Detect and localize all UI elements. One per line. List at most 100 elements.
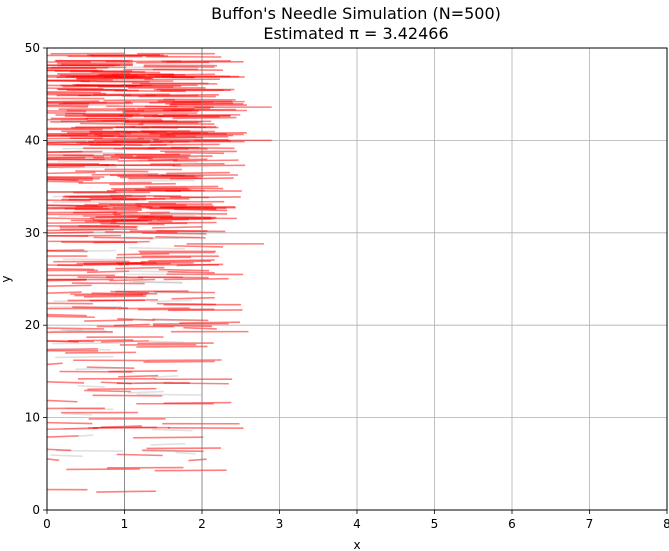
needle-non-crossing xyxy=(151,428,193,432)
needle-crossing xyxy=(92,394,163,397)
needle-crossing xyxy=(103,99,176,102)
needle-non-crossing xyxy=(127,179,195,182)
needle-crossing xyxy=(179,321,240,324)
needle-non-crossing xyxy=(141,448,181,452)
y-tick-label: 20 xyxy=(25,318,40,332)
needle-crossing xyxy=(163,277,229,281)
needle-crossing xyxy=(46,142,80,146)
needle-crossing xyxy=(113,214,173,217)
needle-non-crossing xyxy=(58,214,115,218)
needle-non-crossing xyxy=(128,281,183,284)
x-tick-label: 1 xyxy=(121,517,129,531)
needle-crossing xyxy=(119,156,190,160)
y-tick-label: 10 xyxy=(25,411,40,425)
needle-non-crossing xyxy=(55,355,114,359)
needle-crossing xyxy=(143,65,215,68)
needle-crossing xyxy=(163,98,236,101)
x-tick-label: 2 xyxy=(198,517,206,531)
needle-non-crossing xyxy=(62,412,92,416)
needle-non-crossing xyxy=(50,454,84,458)
needle-crossing xyxy=(115,266,165,270)
needle-crossing xyxy=(46,133,103,136)
x-tick-label: 4 xyxy=(353,517,361,531)
needle-crossing xyxy=(46,105,88,108)
needle-non-crossing xyxy=(146,340,185,344)
needle-crossing xyxy=(138,276,209,279)
needle-crossing xyxy=(72,84,142,87)
needle-crossing xyxy=(152,318,209,322)
needle-crossing xyxy=(79,143,143,146)
needle-crossing xyxy=(84,389,131,393)
needle-non-crossing xyxy=(53,104,119,107)
needle-crossing xyxy=(148,221,217,224)
needle-crossing xyxy=(133,436,204,439)
needle-crossing xyxy=(46,87,104,90)
needle-non-crossing xyxy=(133,280,183,284)
needle-crossing xyxy=(164,151,225,155)
needle-crossing xyxy=(172,116,237,120)
needle-non-crossing xyxy=(58,166,118,169)
needle-crossing xyxy=(46,100,100,103)
needle-non-crossing xyxy=(150,442,186,446)
needle-crossing xyxy=(176,263,224,267)
needle-crossing xyxy=(136,345,208,348)
needle-crossing xyxy=(93,236,153,240)
needle-crossing xyxy=(98,219,153,223)
needle-crossing xyxy=(87,387,157,391)
needle-crossing xyxy=(88,140,151,143)
needle-crossing xyxy=(46,176,94,180)
needle-crossing xyxy=(46,268,95,271)
needle-crossing xyxy=(166,171,230,175)
needle-crossing xyxy=(188,458,207,462)
needle-crossing xyxy=(100,222,165,226)
needle-crossing xyxy=(91,173,159,176)
x-tick-label: 5 xyxy=(431,517,439,531)
needle-non-crossing xyxy=(49,329,84,333)
needle-crossing xyxy=(165,102,234,105)
needle-crossing xyxy=(46,165,85,169)
needle-crossing xyxy=(142,449,204,453)
y-axis-ticks: 0 10 20 30 40 50 xyxy=(25,41,47,517)
needle-crossing xyxy=(137,136,203,140)
needle-crossing xyxy=(93,138,159,141)
y-tick-label: 50 xyxy=(25,41,40,55)
needle-crossing xyxy=(150,143,220,146)
parallel-lines xyxy=(124,48,203,510)
x-tick-label: 6 xyxy=(508,517,516,531)
needle-crossing xyxy=(77,276,144,279)
x-tick-label: 8 xyxy=(663,517,669,531)
needle-crossing xyxy=(117,252,170,256)
needle-crossing xyxy=(46,284,92,287)
needle-crossing xyxy=(46,231,94,234)
needle-crossing xyxy=(46,92,107,95)
needle-crossing xyxy=(110,290,150,294)
needle-crossing xyxy=(46,217,95,220)
needle-crossing xyxy=(84,319,133,322)
needle-non-crossing xyxy=(128,390,164,394)
needle-crossing xyxy=(71,126,136,129)
x-axis-label: x xyxy=(353,538,360,551)
needle-crossing xyxy=(112,211,170,215)
needle-crossing xyxy=(84,295,146,298)
needle-non-crossing xyxy=(61,329,107,332)
needle-non-crossing xyxy=(151,375,179,378)
needle-crossing xyxy=(116,453,163,457)
needle-crossing xyxy=(86,366,135,370)
needle-crossing xyxy=(46,156,86,160)
needle-crossing xyxy=(46,362,63,366)
needle-crossing xyxy=(146,207,217,210)
needle-crossing xyxy=(110,194,182,197)
needle-crossing xyxy=(171,296,215,300)
needle-crossing xyxy=(68,339,134,342)
needle-non-crossing xyxy=(55,249,117,253)
needle-crossing xyxy=(89,130,157,133)
needle-crossing xyxy=(65,351,136,354)
needle-crossing xyxy=(46,104,89,107)
needle-non-crossing xyxy=(143,172,202,176)
needle-non-crossing xyxy=(136,393,202,396)
needle-crossing xyxy=(46,421,93,425)
needle-crossing xyxy=(109,278,156,282)
chart-title-line-2: Estimated π = 3.42466 xyxy=(263,24,448,43)
y-tick-label: 40 xyxy=(25,133,40,147)
